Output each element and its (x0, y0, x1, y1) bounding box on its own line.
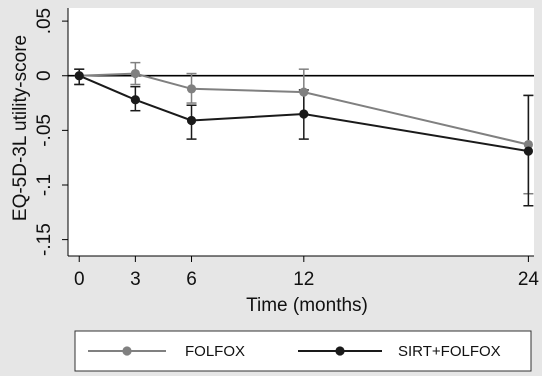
x-axis-title: Time (months) (246, 295, 368, 316)
plot-area (68, 8, 534, 256)
legend-label: SIRT+FOLFOX (398, 343, 501, 360)
x-tick-label: 0 (74, 269, 85, 290)
y-tick-label: .05 (34, 8, 55, 34)
sirt-folfox-point (74, 71, 84, 81)
y-tick-label: -.15 (34, 223, 55, 256)
folfox-point (299, 87, 309, 97)
sirt-folfox-point (130, 95, 140, 105)
legend: FOLFOX SIRT+FOLFOX (74, 330, 532, 372)
legend-item-sirt-folfox: SIRT+FOLFOX (298, 343, 501, 360)
axes-group: .05 0 -.05 -.1 -.15 0 3 6 12 24 (34, 8, 539, 290)
x-tick-label: 3 (130, 269, 141, 290)
sirt-folfox-point (186, 115, 197, 126)
y-axis-title: EQ-5D-3L utility-score (10, 35, 31, 221)
y-tick-label: -.1 (34, 174, 55, 196)
y-tick-label: -.05 (34, 114, 55, 147)
legend-swatch-marker (122, 346, 132, 356)
x-tick-label: 12 (293, 269, 314, 290)
sirt-folfox-point (523, 146, 533, 156)
x-tick-label: 6 (186, 269, 197, 290)
legend-item-folfox: FOLFOX (88, 343, 245, 360)
legend-label: FOLFOX (185, 343, 245, 360)
y-tick-label: 0 (34, 70, 55, 81)
folfox-point (186, 84, 197, 94)
sirt-folfox-point (299, 109, 309, 119)
x-tick-label: 24 (518, 269, 540, 290)
series-points-group (74, 68, 533, 156)
folfox-point (523, 139, 533, 150)
folfox-point (130, 68, 140, 79)
legend-swatch-marker (335, 346, 345, 356)
